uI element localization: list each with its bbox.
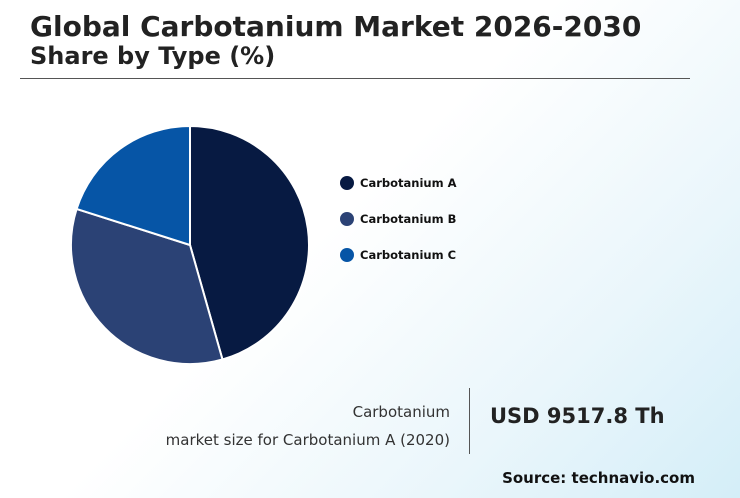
legend-item-a: Carbotanium A	[340, 174, 456, 192]
market-size-caption: Carbotanium market size for Carbotanium …	[166, 398, 450, 454]
legend-label: Carbotanium A	[360, 176, 457, 190]
legend-item-b: Carbotanium B	[340, 210, 456, 228]
chart-subtitle: Share by Type (%)	[30, 42, 276, 70]
legend-label: Carbotanium C	[360, 248, 457, 262]
legend-swatch-icon	[340, 212, 354, 226]
pie-slice-a	[189, 124, 310, 361]
legend-label: Carbotanium B	[360, 212, 457, 226]
pie-slice-b	[70, 207, 224, 365]
caption-line-2: market size for Carbotanium A (2020)	[165, 431, 450, 449]
market-size-value: USD 9517.8 Th	[490, 404, 665, 428]
legend-swatch-icon	[340, 248, 354, 262]
pie-slice-c	[75, 124, 191, 247]
value-divider	[469, 388, 470, 454]
caption-line-1: Carbotanium	[352, 403, 450, 421]
chart-legend: Carbotanium A Carbotanium B Carbotanium …	[340, 174, 456, 282]
title-divider	[20, 78, 690, 79]
source-credit: Source: technavio.com	[502, 469, 695, 487]
legend-swatch-icon	[340, 176, 354, 190]
chart-title: Global Carbotanium Market 2026-2030	[30, 10, 642, 43]
legend-item-c: Carbotanium C	[340, 246, 456, 264]
